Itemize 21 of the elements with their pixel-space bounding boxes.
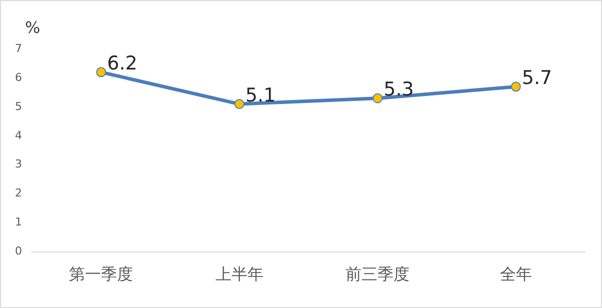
y-tick-label: 6 bbox=[15, 70, 22, 84]
x-tick-label: 前三季度 bbox=[346, 264, 410, 284]
x-tick-label: 第一季度 bbox=[69, 264, 134, 284]
point bbox=[510, 82, 521, 92]
y-tick-label: 5 bbox=[15, 100, 22, 113]
y-tick-label: 1 bbox=[15, 216, 22, 229]
y-tick-label: 2 bbox=[15, 186, 22, 200]
y-tick-label: 0 bbox=[15, 244, 22, 258]
data-label: 5.3 bbox=[384, 78, 414, 101]
point bbox=[372, 93, 383, 104]
data-label: 5.1 bbox=[245, 84, 276, 106]
y-tick-label: 3 bbox=[15, 158, 22, 171]
y-tick-label: 4 bbox=[15, 128, 22, 142]
data-label: 6.2 bbox=[107, 52, 138, 75]
y-axis-title: % bbox=[25, 18, 40, 38]
x-tick-label: 上半年 bbox=[215, 264, 264, 284]
point bbox=[96, 67, 106, 78]
point bbox=[234, 99, 244, 110]
data-label: 5.7 bbox=[522, 67, 552, 90]
y-tick-label: 7 bbox=[15, 42, 22, 55]
x-tick-label: 全年 bbox=[500, 264, 532, 284]
